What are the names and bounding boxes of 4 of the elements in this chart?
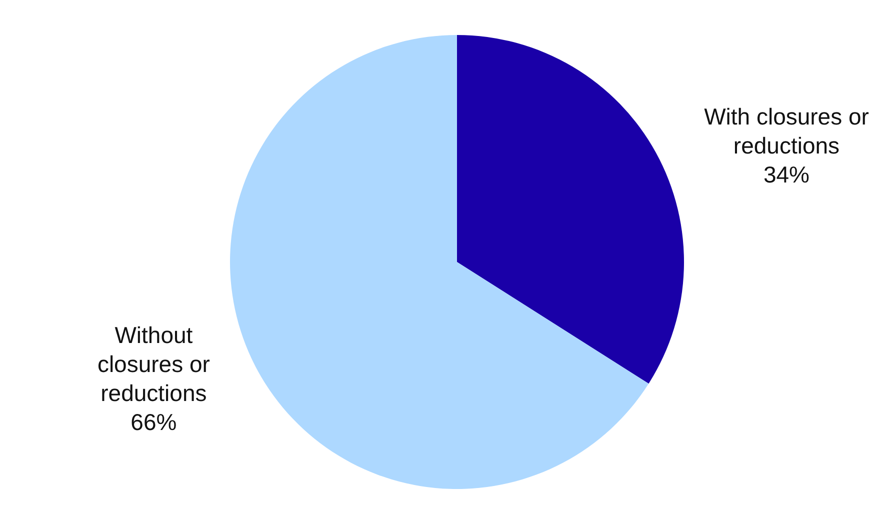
data-label: 66% — [130, 409, 177, 436]
data-label: 34% — [763, 161, 810, 188]
slice-label: Without closures or reductions — [97, 322, 210, 406]
slice-label: With closures or reductions — [704, 103, 870, 158]
